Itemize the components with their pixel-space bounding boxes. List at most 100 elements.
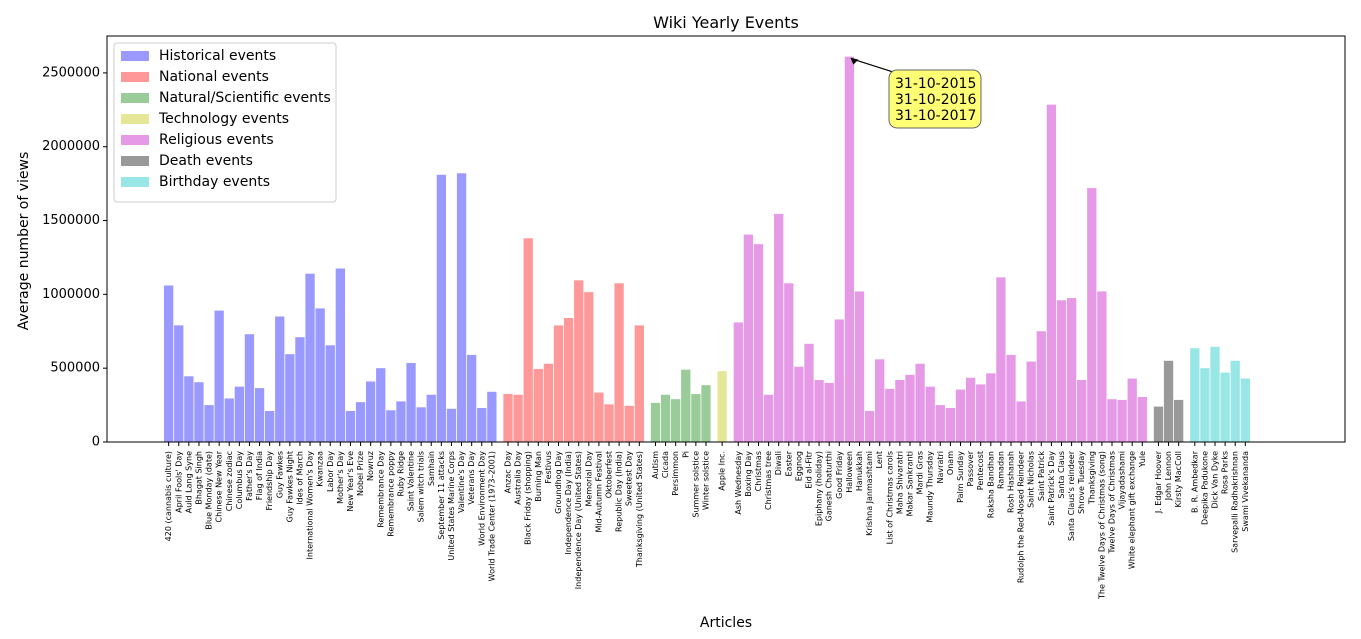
x-tick-label: World Trade Center (1973–2001) [487,451,496,581]
x-tick-label: Remembrance Day [376,451,385,528]
bar [1174,399,1184,442]
bar [604,404,614,442]
bars-group [164,56,1250,443]
bar [681,369,691,442]
x-tick-label: Father's Day [245,451,254,501]
legend-label: Technology events [158,111,289,127]
bar [295,337,305,442]
bar [763,394,774,442]
x-tick-label: Saint Valentine [407,451,416,511]
bar [691,394,701,442]
x-axis-title: Articles [700,615,752,631]
x-tick-label: Chinese New Year [215,450,224,522]
bar [1220,372,1230,442]
annotation-arrow [851,58,894,73]
bar [244,334,255,442]
x-tick-label: Good Friday [835,451,844,499]
x-tick-label: Valentine's Day [457,451,466,513]
bar [335,268,345,442]
bar [376,368,386,442]
x-tick-label: Persimmon [671,451,680,496]
x-tick-label: Apple Inc. [718,451,727,491]
bar [794,366,804,442]
bar [1210,346,1220,442]
x-tick-label: Anzac Day [504,451,513,494]
legend-label: National events [159,69,269,85]
x-tick-label: Thanksgiving [1087,451,1096,505]
x-tick-label: Palm Sunday [956,451,965,503]
legend-swatch [121,114,149,124]
bar [1200,368,1210,442]
y-tick-label: 2000000 [42,139,100,154]
legend-label: Natural/Scientific events [159,90,331,106]
bar [1046,104,1057,443]
bar [406,363,416,442]
bar [1127,378,1137,442]
x-tick-label: Yule [1138,451,1147,468]
bar [315,308,325,442]
bar [935,405,945,442]
x-tick-label: Memorial Day [584,451,593,507]
bar [915,363,925,442]
x-tick-label: Mid-Autumn Festival [594,451,603,533]
x-tick-label: Christmas [754,451,763,491]
bar [1056,300,1067,442]
legend-swatch [121,135,149,145]
bar [234,386,244,442]
x-tick-label: Labor Day [326,451,335,492]
x-tick-label: Republic Day (India) [615,451,624,532]
annotation-line: 31-10-2015 [895,76,976,92]
x-tick-label: Auld Lang Syne [184,451,193,513]
x-tick-label: Cicada [661,451,670,478]
bar [1107,399,1117,442]
bar [844,56,855,443]
x-tick-label: Ramadan [996,451,1005,489]
y-tick-label: 1000000 [42,287,100,302]
bar [214,310,224,442]
x-tick-label: B. R. Ambedkar [1190,450,1199,513]
y-tick-label: 0 [92,435,100,450]
x-tick-label: Nowruz [366,451,375,481]
x-tick-label: Chinese zodiac [225,451,234,511]
x-tick-label: Festivus [544,451,553,484]
x-tick-label: Pi [681,451,690,458]
x-tick-label: Independence Day (United States) [574,451,583,589]
x-tick-label: Shrove Tuesday [1077,451,1086,514]
bar [996,277,1006,442]
bar [1137,396,1147,442]
legend-label: Historical events [159,48,276,64]
x-tick-label: Saint Patrick's Day [1047,451,1056,526]
x-tick-label: Friendship Day [265,451,274,511]
bar [814,379,824,442]
x-tick-label: Swami Vivekananda [1241,451,1250,532]
bar [824,382,834,442]
bar [905,374,915,442]
bar [925,386,935,442]
x-tick-label: Twelve Days of Christmas [1107,451,1116,555]
x-tick-label: New Year's Eve [346,451,355,512]
bar [355,402,366,442]
x-tick-label: Burning Man [534,451,543,502]
bar [1077,379,1087,442]
bar [446,408,457,442]
bar [184,376,194,442]
x-tick-label: Ides of March [295,451,304,505]
x-tick-label: Oktoberfest [605,451,614,498]
bar [701,385,711,442]
x-tick-label: Maha Shivaratri [895,451,904,514]
y-tick-label: 1500000 [42,213,100,228]
x-tick-label: Ruby Ridge [396,451,405,497]
bar [513,394,523,442]
bar [174,325,184,442]
x-tick-label: Flag of India [255,451,264,500]
legend-swatch [121,93,149,103]
x-tick-label: April Fools' Day [174,451,183,513]
legend-swatch [121,156,149,166]
bar [864,411,875,442]
x-tick-label: List of Christmas carols [885,451,894,544]
x-tick-label: White elephant gift exchange [1128,451,1137,569]
legend-label: Religious events [159,132,274,148]
bar [523,238,533,442]
x-tick-label: Columbus Day [235,451,244,509]
